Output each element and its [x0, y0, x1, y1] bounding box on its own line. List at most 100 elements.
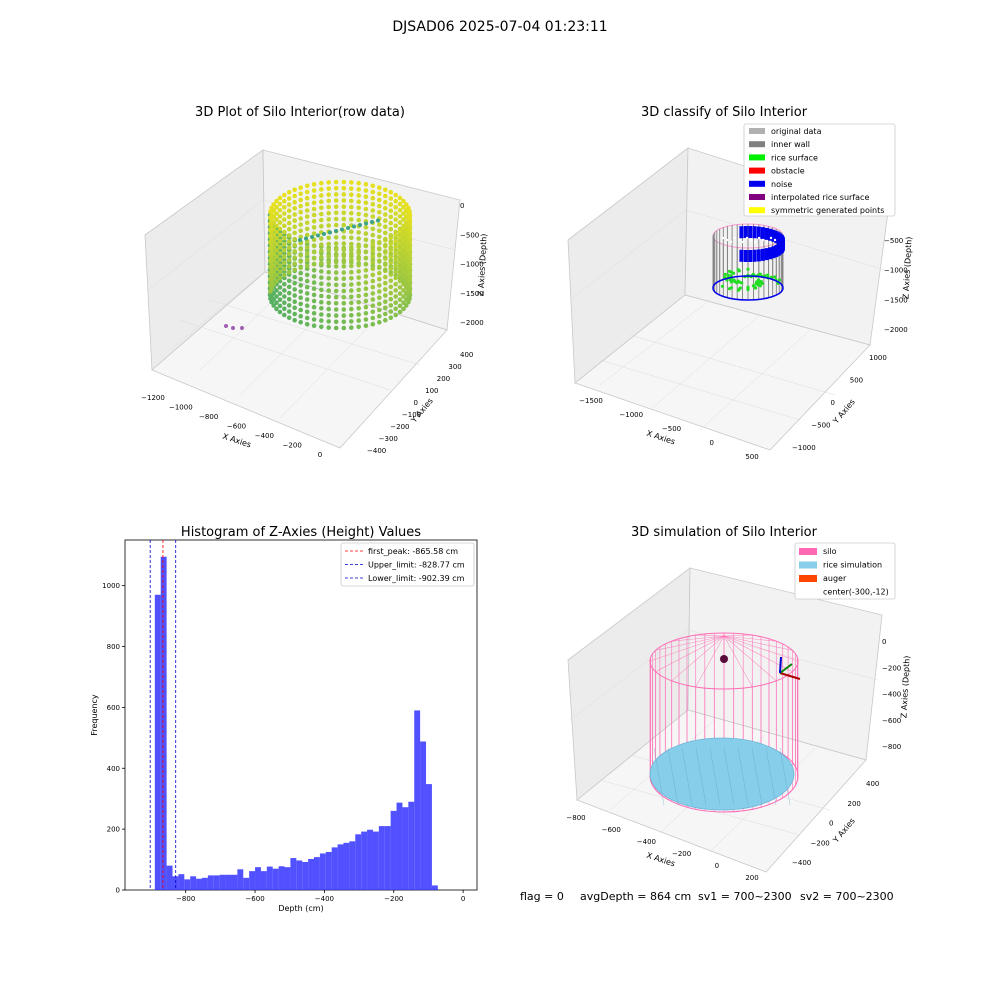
raw-point — [298, 289, 304, 294]
symmetric-point — [761, 238, 765, 242]
raw-point — [388, 239, 394, 244]
raw-y-tick-label: 400 — [460, 351, 473, 359]
raw-point — [326, 186, 332, 191]
silo-roof-line — [655, 635, 725, 651]
raw-point — [292, 193, 298, 199]
raw-point — [397, 214, 403, 219]
raw-point — [388, 190, 394, 195]
raw-point — [388, 290, 394, 296]
raw-point — [341, 247, 347, 252]
raw-point — [334, 229, 338, 233]
noise-point — [756, 226, 761, 239]
histogram-bar — [178, 874, 185, 890]
raw-point — [388, 196, 394, 201]
legend-label: rice simulation — [823, 561, 882, 570]
raw-point — [333, 282, 339, 288]
raw-point — [282, 211, 287, 216]
simulation-y-tick-label: 200 — [848, 800, 861, 808]
raw-point — [383, 305, 388, 311]
raw-point — [349, 306, 354, 312]
raw-point — [377, 203, 382, 209]
classify-z-tick-label: −1500 — [884, 296, 908, 304]
raw-point — [393, 217, 399, 222]
raw-point — [298, 246, 304, 252]
legend-swatch — [799, 548, 817, 555]
histogram-bar — [201, 877, 208, 890]
raw-point — [326, 288, 332, 293]
symmetric-point — [773, 238, 777, 242]
noise-point — [760, 248, 765, 261]
raw-point — [383, 287, 388, 292]
raw-point — [333, 307, 339, 312]
raw-point — [363, 237, 369, 242]
raw-point — [326, 319, 332, 324]
raw-point — [333, 247, 339, 252]
histogram-bar — [378, 826, 385, 890]
raw-point — [406, 205, 411, 211]
raw-point — [363, 212, 369, 218]
raw-point — [304, 278, 310, 284]
raw-point — [383, 218, 388, 223]
raw-point — [277, 244, 283, 250]
classify-z-ticks: −500 −1000 −1500 −2000 — [884, 237, 908, 334]
raw-point — [352, 224, 356, 229]
raw-point — [316, 233, 320, 238]
rice-mesh-line — [723, 747, 735, 806]
raw-point — [377, 222, 382, 227]
raw-point — [393, 198, 399, 204]
raw-point — [311, 298, 317, 304]
raw-point — [304, 315, 310, 321]
raw-point — [333, 259, 339, 265]
y-tick-label: 600 — [107, 704, 120, 712]
raw-point — [363, 243, 369, 249]
raw-point — [304, 263, 310, 269]
raw-point — [388, 257, 394, 263]
legend-swatch — [749, 180, 765, 187]
raw-point — [341, 198, 347, 203]
raw-point — [292, 236, 298, 242]
raw-point — [311, 274, 317, 279]
histogram-bar — [260, 871, 267, 890]
raw-point — [277, 226, 283, 232]
raw-point — [370, 315, 376, 321]
histogram-bar — [231, 874, 238, 890]
raw-point — [292, 230, 298, 236]
raw-point — [377, 197, 382, 203]
symmetric-point — [729, 240, 733, 244]
raw-point — [407, 276, 412, 282]
raw-point — [298, 253, 304, 258]
raw-title: 3D Plot of Silo Interior(row data) — [195, 105, 405, 120]
raw-point — [383, 206, 388, 211]
raw-point — [292, 249, 298, 254]
histogram-bar — [190, 876, 197, 890]
rice-surface-point — [751, 284, 756, 288]
raw-point — [326, 325, 332, 330]
raw-point — [407, 246, 412, 251]
raw-point — [292, 261, 298, 267]
raw-point — [326, 263, 332, 269]
histogram-xlabel: Depth (cm) — [278, 904, 323, 913]
raw-y-tick-label: 300 — [448, 363, 461, 371]
raw-point — [377, 307, 382, 313]
raw-point — [377, 295, 382, 301]
raw-point — [286, 270, 292, 275]
noise-point — [752, 249, 757, 262]
raw-point — [274, 223, 279, 229]
raw-point — [404, 202, 409, 207]
raw-point — [319, 312, 324, 317]
rice-mesh-line — [737, 747, 749, 806]
raw-point — [383, 212, 388, 217]
raw-point — [383, 274, 388, 280]
raw-point — [269, 285, 274, 291]
rice-mesh-line — [667, 747, 679, 806]
raw-point — [363, 323, 369, 329]
raw-point — [393, 229, 399, 235]
symmetric-point — [741, 240, 745, 244]
raw-y-tick-label: −400 — [367, 447, 386, 455]
y-tick-label: 0 — [116, 887, 120, 895]
raw-point — [319, 248, 324, 254]
raw-point — [349, 204, 354, 210]
raw-point — [356, 242, 362, 247]
raw-point — [319, 281, 324, 287]
legend-swatch — [749, 141, 765, 148]
